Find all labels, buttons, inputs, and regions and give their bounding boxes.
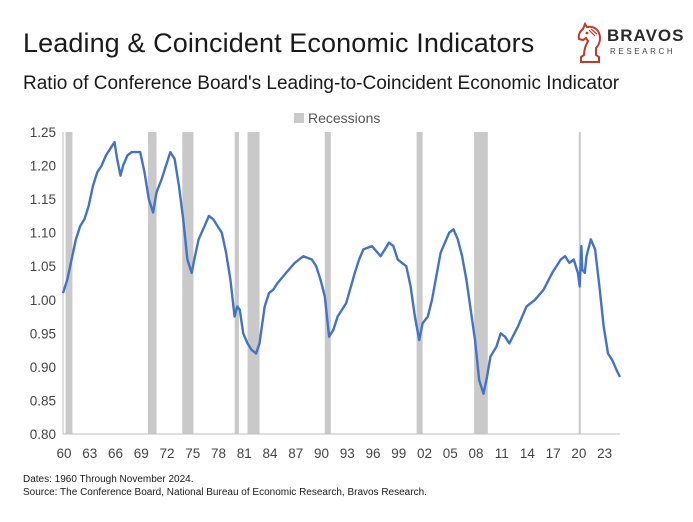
- y-tick-label: 1.20: [30, 159, 56, 174]
- recession-band-5: [247, 132, 260, 434]
- x-tick-label: 78: [211, 446, 226, 461]
- x-tick-label: 93: [340, 446, 355, 461]
- x-tick-label: 17: [546, 446, 561, 461]
- x-tick-label: 87: [288, 446, 303, 461]
- chart-title: Leading & Coincident Economic Indicators: [23, 28, 535, 58]
- recession-band-2: [147, 132, 157, 434]
- logo-sub: RESEARCH: [610, 47, 676, 56]
- y-tick-label: 0.95: [30, 326, 56, 341]
- x-tick-label: 90: [314, 446, 329, 461]
- y-tick-labels: 0.80 0.85 0.90 0.95 1.00 1.05 1.10 1.15 1.20 1.25: [30, 125, 56, 442]
- x-tick-label: 08: [468, 446, 483, 461]
- line-chart: 0.80 0.85 0.90 0.95 1.00 1.05 1.10 1.15 1.20 1.25…: [30, 110, 622, 461]
- y-tick-label: 1.00: [30, 293, 56, 308]
- recession-band-1: [65, 132, 73, 434]
- y-tick-label: 1.05: [30, 259, 56, 274]
- source-note: Source: The Conference Board, National B…: [23, 487, 427, 498]
- knight-chess-icon: [577, 22, 601, 63]
- x-tick-label: 96: [365, 446, 380, 461]
- legend-swatch-recessions: [294, 113, 304, 123]
- legend: Recessions: [294, 110, 380, 126]
- x-tick-label: 14: [520, 446, 536, 461]
- x-tick-label: 99: [391, 446, 406, 461]
- x-tick-label: 66: [108, 446, 123, 461]
- x-tick-label: 20: [571, 446, 586, 461]
- y-tick-label: 0.85: [30, 393, 56, 408]
- x-tick-label: 69: [134, 446, 149, 461]
- x-tick-label: 23: [597, 446, 612, 461]
- y-tick-label: 1.25: [30, 125, 56, 140]
- y-tick-label: 1.15: [30, 192, 56, 207]
- recession-band-7: [416, 132, 423, 434]
- x-tick-label: 02: [417, 446, 432, 461]
- x-tick-label: 75: [185, 446, 200, 461]
- recession-band-3: [182, 132, 194, 434]
- brand-logo: BRAVOS RESEARCH: [573, 22, 685, 68]
- x-tick-label: 72: [159, 446, 174, 461]
- x-tick-label: 63: [82, 446, 97, 461]
- chart-subtitle: Ratio of Conference Board's Leading-to-C…: [23, 73, 620, 94]
- y-tick-label: 0.80: [30, 427, 56, 442]
- series-line: [61, 140, 622, 395]
- dates-note: Dates: 1960 Through November 2024.: [23, 474, 194, 485]
- footer-notes: Dates: 1960 Through November 2024. Sourc…: [23, 473, 427, 499]
- x-tick-label: 84: [262, 446, 278, 461]
- x-tick-label: 60: [56, 446, 71, 461]
- y-tick-label: 0.90: [30, 360, 56, 375]
- x-tick-labels: 60 63 66 69 72 75 78 81 84 87 90 93 96 99 02 05 08 11 14 17…: [56, 446, 612, 461]
- recession-bands: [65, 132, 581, 434]
- y-tick-label: 1.10: [30, 226, 56, 241]
- logo-name: BRAVOS: [607, 26, 685, 45]
- x-tick-label: 81: [237, 446, 252, 461]
- recession-band-6: [324, 132, 331, 434]
- x-tick-label: 11: [495, 446, 509, 461]
- x-tick-label: 05: [443, 446, 458, 461]
- legend-label-recessions: Recessions: [308, 110, 380, 126]
- recession-band-4: [234, 132, 239, 434]
